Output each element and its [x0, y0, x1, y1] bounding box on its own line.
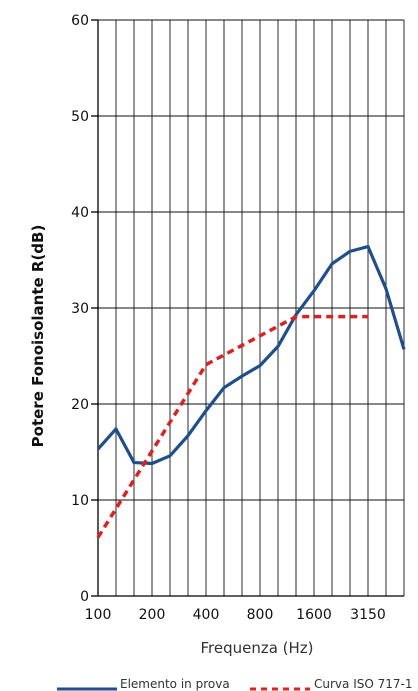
y-tick-label: 0: [80, 589, 89, 605]
y-tick-label: 10: [71, 493, 89, 509]
y-tick-label: 50: [71, 109, 89, 125]
y-axis-title: Potere Fonoisolante R(dB): [29, 225, 47, 448]
legend-label-iso: Curva ISO 717-1: [314, 677, 412, 691]
x-tick-labels: 100 200 400 800 1600 3150: [85, 607, 386, 623]
legend: Elemento in prova Curva ISO 717-1: [57, 677, 412, 691]
y-tick-label: 30: [71, 301, 89, 317]
series-line-elemento: [96, 244, 406, 466]
y-tick-labels: 0 10 20 30 40 50 60: [71, 13, 98, 605]
y-tick-label: 40: [71, 205, 89, 221]
x-tick-label: 400: [193, 607, 220, 623]
series-line-iso: [96, 314, 368, 539]
x-tick-label: 800: [247, 607, 274, 623]
y-tick-label: 60: [71, 13, 89, 29]
series-lines: [96, 244, 406, 539]
x-tick-label: 100: [85, 607, 112, 623]
legend-label-elemento: Elemento in prova: [120, 677, 230, 691]
x-axis-title: Frequenza (Hz): [200, 639, 313, 657]
grid: [98, 19, 405, 596]
x-tick-label: 1600: [296, 607, 332, 623]
y-tick-label: 20: [71, 397, 89, 413]
x-tick-label: 200: [139, 607, 166, 623]
x-tick-label: 3150: [350, 607, 386, 623]
